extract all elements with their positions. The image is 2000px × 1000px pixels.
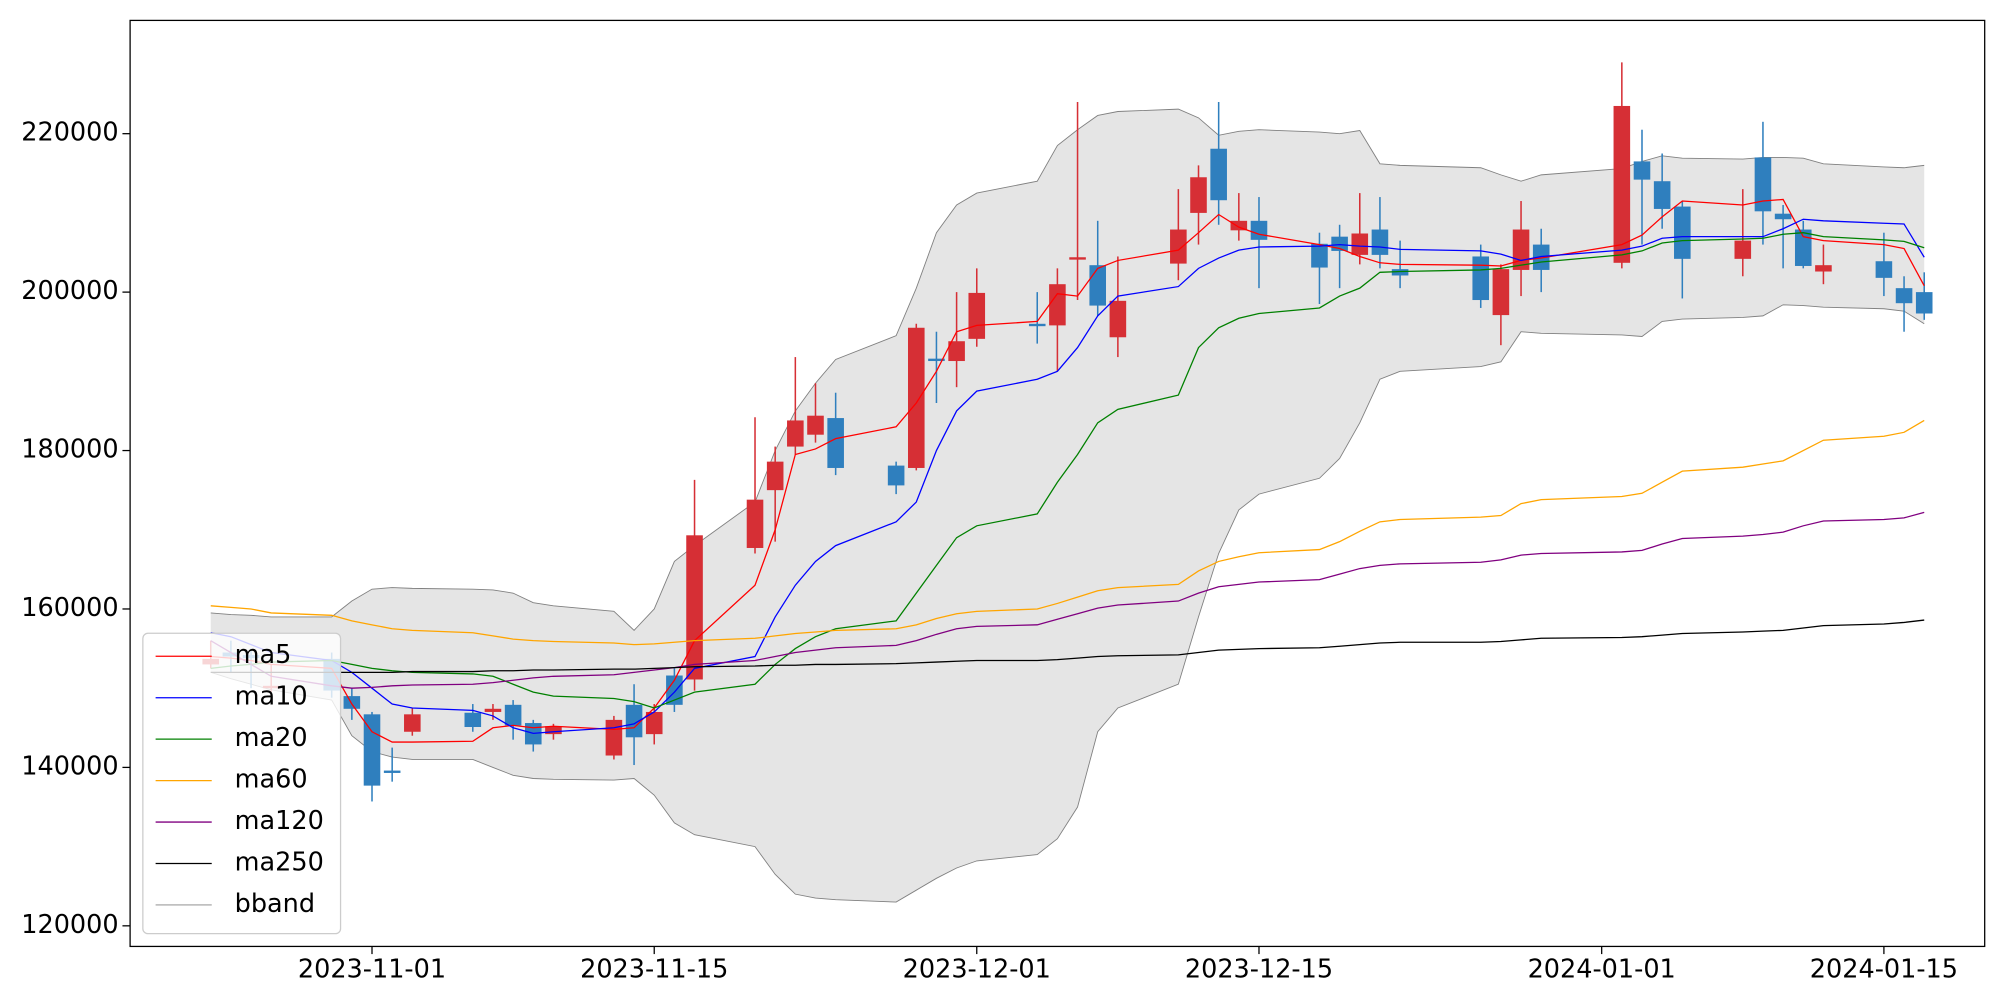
candle-body (1391, 269, 1409, 276)
candle-body (807, 415, 824, 435)
ma-line (210, 232, 1925, 709)
candle-body (1653, 181, 1671, 209)
candle-body (625, 704, 643, 738)
y-tick-label: 200000 (21, 276, 118, 306)
candle-body (766, 461, 784, 491)
legend-label: ma10 (235, 682, 308, 712)
candle-body (1089, 265, 1107, 306)
legend-label: ma5 (235, 640, 292, 670)
x-tick-label: 2023-12-15 (1185, 955, 1333, 985)
candle-body (948, 341, 965, 362)
candle-body (1532, 244, 1550, 270)
candle-body (1230, 220, 1248, 231)
y-tick-label: 180000 (21, 435, 118, 465)
candle-body (383, 770, 401, 773)
x-tick-label: 2024-01-01 (1528, 955, 1676, 985)
candle-body (484, 708, 502, 712)
candle-body (504, 704, 522, 726)
candle-body (1774, 213, 1792, 220)
y-tick-label: 120000 (21, 910, 118, 940)
candle-body (686, 535, 703, 680)
ma-line (210, 619, 1925, 673)
x-tick-label: 2024-01-15 (1810, 955, 1958, 985)
candle-body (907, 327, 925, 468)
axes: 120000 140000 160000 180000 200000 220000 2023… (21, 118, 1958, 985)
candle-body (605, 719, 623, 756)
ma-line (210, 218, 1925, 734)
candle-body (787, 420, 804, 447)
x-tick-label: 2023-11-15 (580, 955, 728, 985)
x-tick-label: 2023-12-01 (903, 955, 1051, 985)
x-tick-label: 2023-11-01 (298, 955, 446, 985)
ma-line (210, 511, 1925, 689)
candle-body (1734, 240, 1752, 259)
candle-body (928, 358, 945, 362)
legend: ma5 ma10 ma20 ma60 ma120 ma250 bband (142, 632, 342, 935)
legend-label: ma250 (235, 848, 324, 878)
candle-body (827, 418, 844, 468)
candle-body (1754, 157, 1772, 212)
candle-body (746, 499, 764, 548)
ma-line (210, 419, 1925, 646)
candle-body (1028, 323, 1046, 327)
candle-body (1170, 229, 1187, 264)
band-edge (210, 304, 1925, 903)
candle-body (1492, 269, 1510, 316)
legend-label: ma60 (235, 765, 308, 795)
candle-body (1250, 220, 1268, 240)
candle-body (464, 712, 482, 728)
y-tick-label: 160000 (21, 593, 118, 623)
band-edge (210, 108, 1925, 631)
candle-body (1633, 161, 1651, 180)
candle-body (1069, 257, 1086, 260)
candle-body (363, 714, 381, 786)
candle-body (968, 292, 986, 339)
candle-body (404, 714, 421, 732)
candle-body (1109, 300, 1127, 338)
candle-body (1674, 206, 1691, 259)
candle-body (1915, 292, 1933, 314)
y-tick-label: 220000 (21, 118, 118, 148)
candle-body (1895, 288, 1913, 304)
candle-body (1875, 261, 1893, 278)
candle-body (1210, 148, 1227, 201)
candle-body (1190, 177, 1207, 213)
candle-body (1311, 243, 1328, 268)
candle-body (545, 726, 562, 735)
plot-area (202, 62, 1933, 903)
candle-body (1815, 265, 1832, 272)
candle-body (1794, 229, 1812, 266)
legend-label: bband (235, 889, 315, 919)
legend-label: ma120 (235, 806, 324, 836)
legend-box (142, 632, 342, 935)
y-tick-label: 140000 (21, 751, 118, 781)
ma-line (210, 198, 1925, 743)
candle-body (666, 675, 683, 705)
candle-body (1371, 229, 1389, 255)
legend-label: ma20 (235, 723, 308, 753)
axes-frame (129, 19, 1986, 948)
candle-body (1049, 284, 1066, 326)
candle-body (1613, 105, 1631, 263)
candle-body (1472, 256, 1490, 301)
candle-body (343, 696, 361, 709)
candle-body (1351, 233, 1369, 255)
candle-body (645, 711, 663, 735)
candle-body (887, 465, 905, 486)
